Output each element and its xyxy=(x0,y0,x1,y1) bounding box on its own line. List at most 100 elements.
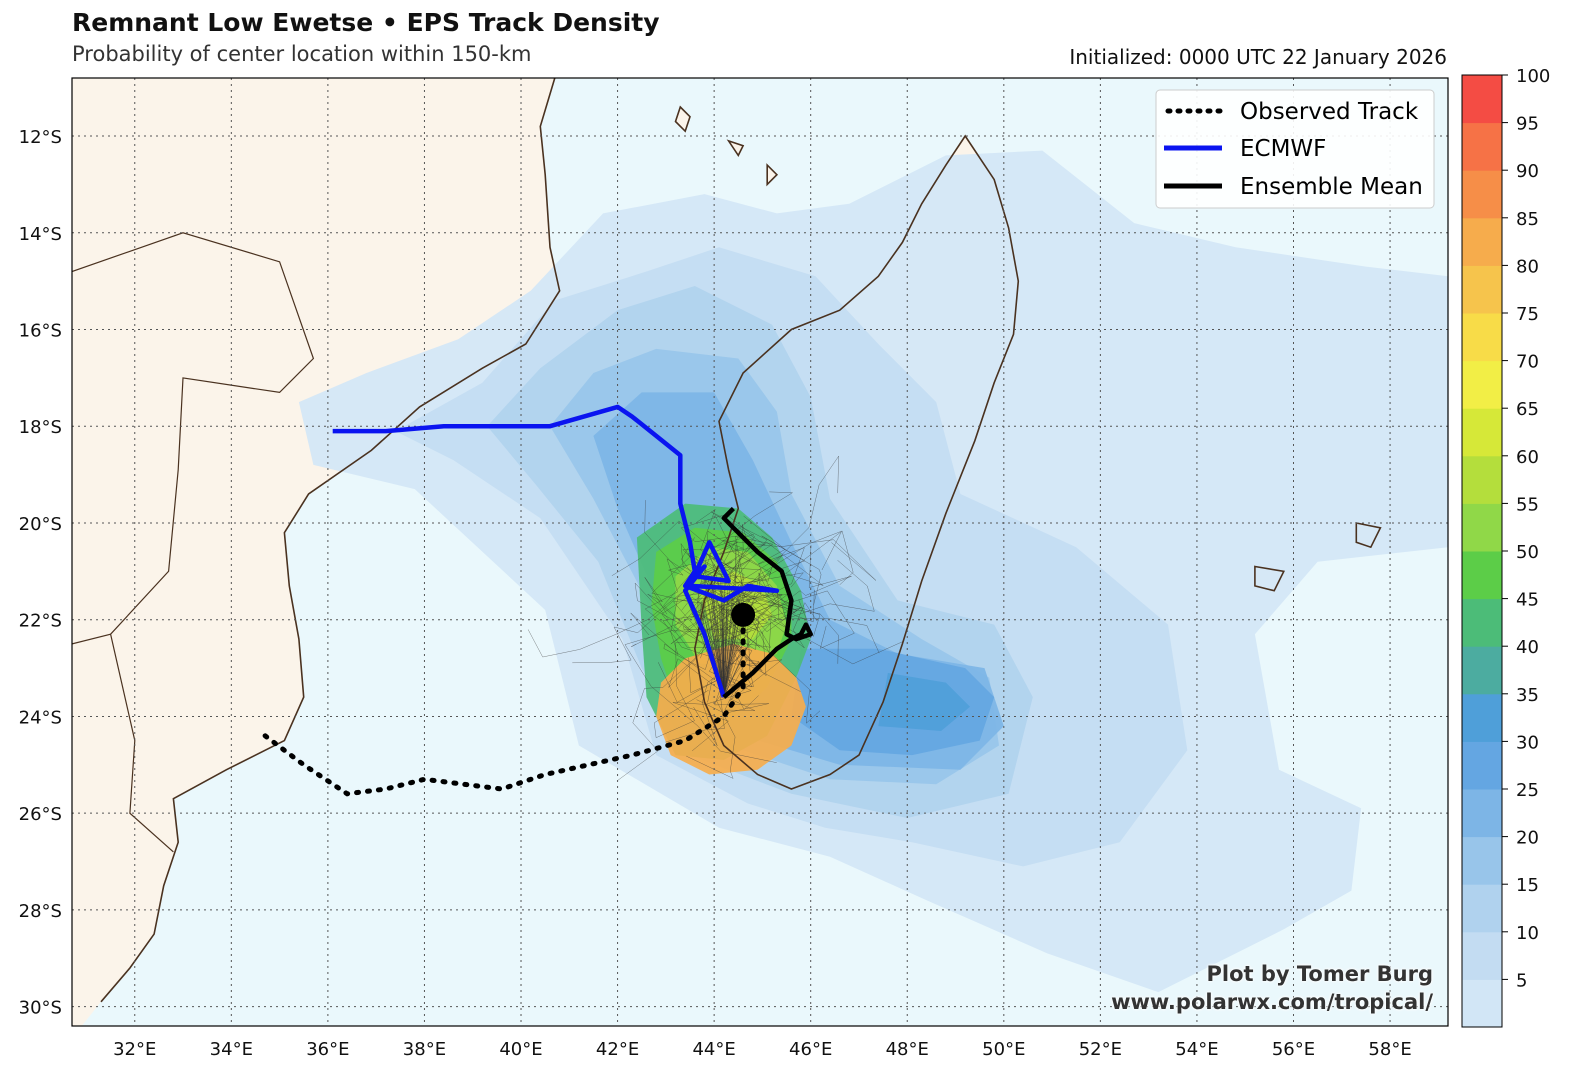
lon-tick-label: 42°E xyxy=(596,1039,639,1060)
colorbar-swatch xyxy=(1462,217,1502,266)
coastline xyxy=(693,134,1020,790)
lon-tick-label: 52°E xyxy=(1079,1039,1122,1060)
member-track xyxy=(721,572,815,698)
colorbar-label: 15 xyxy=(1516,875,1539,896)
lat-tick-label: 30°S xyxy=(19,998,62,1019)
track-layer xyxy=(262,404,813,797)
init-time: Initialized: 0000 UTC 22 January 2026 xyxy=(1069,45,1447,69)
colorbar-label: 100 xyxy=(1516,66,1550,87)
colorbar-swatch xyxy=(1462,836,1502,885)
coastline xyxy=(726,139,745,157)
lat-tick-label: 14°S xyxy=(19,224,62,245)
coastline xyxy=(674,105,691,133)
colorbar-label: 25 xyxy=(1516,780,1539,801)
colorbar-label: 60 xyxy=(1516,447,1539,468)
colorbar-label: 65 xyxy=(1516,399,1539,420)
lat-tick-label: 18°S xyxy=(19,417,62,438)
colorbar-swatch xyxy=(1462,265,1502,314)
colorbar-swatch xyxy=(1462,170,1502,219)
africa-landmass xyxy=(72,78,560,1026)
colorbar-label: 85 xyxy=(1516,209,1539,230)
colorbar-label: 70 xyxy=(1516,352,1539,373)
country-border xyxy=(72,633,111,645)
lon-tick-label: 38°E xyxy=(403,1039,446,1060)
lon-tick-label: 44°E xyxy=(692,1039,735,1060)
colorbar-swatch xyxy=(1462,789,1502,838)
lon-tick-label: 50°E xyxy=(982,1039,1025,1060)
lon-tick-label: 40°E xyxy=(499,1039,542,1060)
colorbar-label: 55 xyxy=(1516,494,1539,515)
colorbar-label: 40 xyxy=(1516,637,1539,658)
lat-tick-label: 28°S xyxy=(19,901,62,922)
colorbar-swatch xyxy=(1462,551,1502,600)
legend-ecmwf-label: ECMWF xyxy=(1240,136,1326,162)
ecmwf-track xyxy=(332,404,780,698)
colorbar-swatch xyxy=(1462,979,1502,1028)
lat-tick-label: 22°S xyxy=(19,611,62,632)
coastline xyxy=(1355,522,1382,549)
member-track xyxy=(713,639,753,698)
legend-ensemble-mean-label: Ensemble Mean xyxy=(1240,174,1423,200)
lon-tick-label: 58°E xyxy=(1368,1039,1411,1060)
colorbar-label: 75 xyxy=(1516,304,1539,325)
map-frame xyxy=(71,77,1449,1027)
member-track xyxy=(657,602,737,703)
coastline xyxy=(766,163,779,187)
lon-tick-label: 32°E xyxy=(113,1039,156,1060)
lat-tick-label: 26°S xyxy=(19,804,62,825)
member-track xyxy=(680,514,755,698)
lon-tick-label: 36°E xyxy=(306,1039,349,1060)
colorbar-swatch xyxy=(1462,408,1502,457)
member-track xyxy=(572,590,725,698)
legend-box xyxy=(1155,89,1435,209)
colorbar-label: 10 xyxy=(1516,923,1539,944)
member-track xyxy=(634,582,729,698)
colorbar-swatch xyxy=(1462,75,1502,124)
legend-observed-label: Observed Track xyxy=(1240,99,1419,125)
lat-tick-label: 12°S xyxy=(19,127,62,148)
colorbar-label: 50 xyxy=(1516,542,1539,563)
colorbar-swatch xyxy=(1462,503,1502,552)
lon-tick-label: 56°E xyxy=(1272,1039,1315,1060)
colorbar-label: 80 xyxy=(1516,256,1539,277)
colorbar-swatch xyxy=(1462,693,1502,742)
colorbar-swatch xyxy=(1462,455,1502,504)
member-track xyxy=(695,491,794,698)
lon-tick-label: 54°E xyxy=(1175,1039,1218,1060)
axis-ticks: 32°E 34°E 36°E 38°E 40°E 42°E 44°E 46°E 48°E 50°E… xyxy=(19,127,1412,1060)
density-layer xyxy=(298,150,1448,993)
colorbar-swatch xyxy=(1462,313,1502,362)
lon-tick-label: 34°E xyxy=(210,1039,253,1060)
member-track xyxy=(690,514,772,698)
member-track xyxy=(706,586,880,698)
colorbar-label: 35 xyxy=(1516,685,1539,706)
lat-tick-label: 16°S xyxy=(19,321,62,342)
map-subtitle: Probability of center location within 15… xyxy=(72,42,532,66)
member-track xyxy=(663,537,725,698)
island xyxy=(767,165,777,185)
colorbar-swatch xyxy=(1462,122,1502,171)
coastline-layer xyxy=(72,78,1382,1003)
colorbar-frame xyxy=(1461,74,1503,1028)
ensemble-mean-track xyxy=(721,506,813,699)
member-track xyxy=(704,553,762,698)
coastline xyxy=(100,78,561,1003)
member-track xyxy=(673,588,783,698)
colorbar-swatch xyxy=(1462,598,1502,647)
coastline xyxy=(1254,565,1285,592)
colorbar-swatch xyxy=(1462,741,1502,790)
colorbar-swatch xyxy=(1462,931,1502,980)
map-title: Remnant Low Ewetse • EPS Track Density xyxy=(72,8,660,37)
lat-tick-label: 24°S xyxy=(19,707,62,728)
colorbar-label: 95 xyxy=(1516,114,1539,135)
country-border xyxy=(72,232,315,853)
credit-author: Plot by Tomer Burg xyxy=(1206,962,1434,986)
colorbar-label: 5 xyxy=(1516,970,1527,991)
colorbar-swatch xyxy=(1462,360,1502,409)
credit-url: www.polarwx.com/tropical/ xyxy=(1111,990,1433,1014)
density-region-85 xyxy=(656,643,806,775)
member-track xyxy=(617,628,725,781)
lon-tick-label: 46°E xyxy=(789,1039,832,1060)
colorbar-label: 90 xyxy=(1516,161,1539,182)
